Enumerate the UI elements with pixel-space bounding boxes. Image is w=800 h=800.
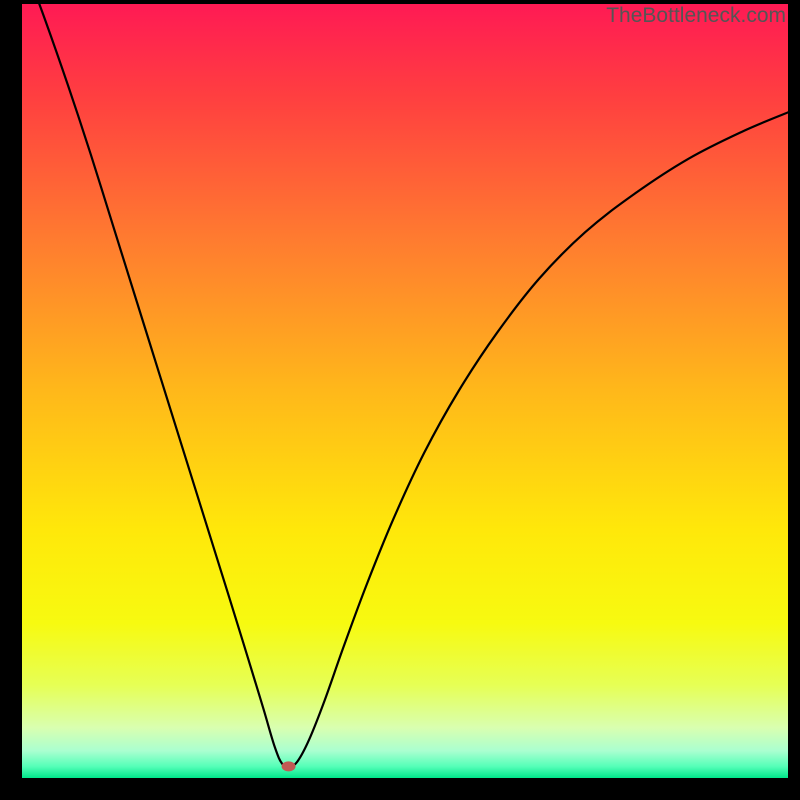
bottleneck-curve	[22, 4, 788, 767]
watermark-text: TheBottleneck.com	[606, 4, 786, 28]
vertex-marker	[282, 761, 296, 771]
curve-layer	[22, 4, 788, 778]
chart-frame	[0, 0, 800, 800]
